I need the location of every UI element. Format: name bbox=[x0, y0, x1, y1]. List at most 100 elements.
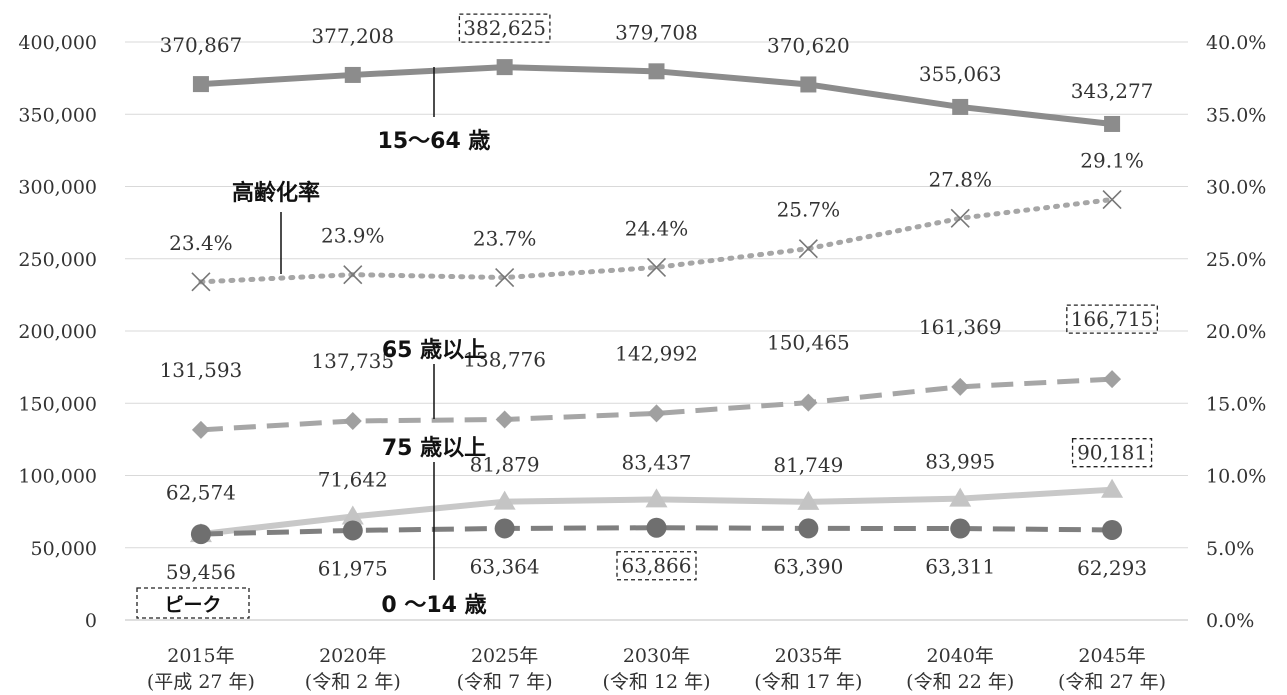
series-circle: 59,456 61,975 63,364 63,866 63,390 63,311 62,2… bbox=[166, 517, 1147, 584]
diamond-marker bbox=[191, 420, 210, 439]
data-label: 59,456 bbox=[166, 560, 236, 584]
x-tick-label: 2015年 bbox=[167, 645, 234, 667]
triangle-marker bbox=[1101, 478, 1124, 498]
x-tick-label: 2040年 bbox=[927, 645, 994, 667]
x-marker-stroke bbox=[950, 208, 970, 228]
data-label: 29.1% bbox=[1080, 149, 1144, 173]
triangle-marker bbox=[645, 488, 668, 508]
data-label: 62,574 bbox=[166, 481, 236, 505]
highlight-box bbox=[616, 551, 697, 581]
series-x: 23.4% 23.9% 23.7% 24.4% 25.7% 27.8% 29.1% bbox=[169, 149, 1144, 292]
data-label: 382,625 bbox=[463, 16, 546, 40]
series-label-75-over: 75 歳以上 bbox=[382, 436, 486, 461]
data-label: 23.9% bbox=[321, 224, 385, 248]
circle-marker bbox=[950, 518, 971, 539]
left-axis: 0 50,000 100,000 150,000 200,000 250,000 300,0… bbox=[18, 32, 97, 632]
diamond-marker bbox=[1103, 370, 1122, 389]
peak-box bbox=[136, 587, 250, 619]
right-tick-label: 20.0% bbox=[1206, 321, 1266, 343]
highlight-box bbox=[1071, 438, 1153, 468]
x-marker-stroke bbox=[191, 272, 211, 292]
circle-marker bbox=[342, 520, 363, 541]
circle-marker bbox=[798, 518, 819, 539]
triangle-marker bbox=[341, 505, 364, 525]
data-label: 83,437 bbox=[622, 450, 692, 474]
data-label: 370,620 bbox=[767, 33, 850, 57]
right-axis: 0.0% 5.0% 10.0% 15.0% 20.0% 25.0% 30.0% 35.0% 40… bbox=[1206, 32, 1266, 632]
x-tick-label: 2045年 bbox=[1078, 645, 1145, 667]
x-marker-stroke bbox=[798, 239, 818, 259]
x-tick-sublabel: (平成 27 年) bbox=[147, 671, 255, 693]
circle-marker bbox=[1102, 519, 1123, 540]
data-label: 23.7% bbox=[473, 227, 537, 251]
x-tick-label: 2030年 bbox=[623, 645, 690, 667]
diamond-marker bbox=[343, 411, 362, 430]
x-axis: 2015年 (平成 27 年) 2020年 (令和 2 年) 2025年 (令和 7 年)… bbox=[147, 645, 1166, 693]
x-marker bbox=[343, 265, 363, 285]
x-marker bbox=[1102, 189, 1122, 210]
highlight-box bbox=[1066, 304, 1158, 334]
x-tick-sublabel: (令和 22 年) bbox=[906, 671, 1014, 693]
x-marker-stroke bbox=[343, 265, 363, 285]
x-marker-stroke bbox=[495, 267, 515, 288]
x-marker bbox=[191, 272, 211, 292]
data-label: 83,995 bbox=[925, 450, 995, 474]
square-marker bbox=[496, 59, 513, 76]
data-label: 81,749 bbox=[773, 453, 843, 477]
left-tick-label: 350,000 bbox=[18, 104, 97, 126]
square-marker bbox=[648, 63, 665, 80]
data-label: 24.4% bbox=[625, 216, 689, 240]
data-label: 343,277 bbox=[1071, 79, 1154, 103]
circle-marker bbox=[646, 517, 667, 538]
circle-marker bbox=[190, 524, 211, 545]
right-tick-label: 0.0% bbox=[1206, 610, 1254, 632]
diamond-marker bbox=[495, 410, 514, 429]
data-label: 71,642 bbox=[318, 467, 388, 491]
right-tick-label: 15.0% bbox=[1206, 393, 1266, 415]
data-label: 142,992 bbox=[615, 341, 698, 365]
x-marker-stroke bbox=[1102, 189, 1122, 210]
left-tick-label: 300,000 bbox=[18, 177, 97, 199]
series-label-15-64: 15～64 歳 bbox=[378, 129, 491, 154]
highlight-box bbox=[458, 13, 551, 43]
x-tick-sublabel: (令和 12 年) bbox=[602, 671, 710, 693]
data-label: 63,866 bbox=[622, 554, 692, 578]
x-marker bbox=[950, 208, 970, 228]
data-label: 90,181 bbox=[1077, 441, 1147, 465]
right-tick-label: 40.0% bbox=[1206, 32, 1266, 54]
left-tick-label: 150,000 bbox=[18, 393, 97, 415]
data-label: 355,063 bbox=[919, 62, 1002, 86]
x-tick-sublabel: (令和 7 年) bbox=[457, 671, 553, 693]
diamond-marker bbox=[647, 404, 666, 423]
diamond-marker bbox=[951, 377, 970, 396]
triangle-marker bbox=[797, 490, 820, 510]
right-tick-label: 25.0% bbox=[1206, 249, 1266, 271]
x-tick-label: 2035年 bbox=[775, 645, 842, 667]
x-tick-label: 2025年 bbox=[471, 645, 538, 667]
series-triangle: 62,574 71,642 81,879 83,437 81,749 83,995 90,1… bbox=[166, 438, 1153, 543]
left-tick-label: 200,000 bbox=[18, 321, 97, 343]
x-marker-stroke bbox=[646, 257, 667, 277]
x-tick-sublabel: (令和 2 年) bbox=[305, 671, 401, 693]
series-label-aging-rate: 高齢化率 bbox=[232, 180, 320, 206]
data-label: 370,867 bbox=[160, 33, 243, 57]
square-marker bbox=[952, 98, 969, 115]
series-label-0-14: 0 ～14 歳 bbox=[381, 593, 486, 618]
square-marker bbox=[1104, 115, 1121, 132]
square-marker bbox=[800, 76, 817, 93]
data-label: 63,390 bbox=[773, 554, 843, 578]
x-tick-sublabel: (令和 17 年) bbox=[754, 671, 862, 693]
data-label: 150,465 bbox=[767, 331, 850, 355]
series-diamond: 131,593 137,735 138,776 142,992 150,465 161,3… bbox=[160, 304, 1158, 439]
square-marker bbox=[192, 76, 209, 93]
left-tick-label: 50,000 bbox=[31, 538, 97, 560]
data-label: 138,776 bbox=[463, 347, 546, 371]
series-layer: 370,867 377,208 382,625 379,708 370,620 355,0… bbox=[160, 13, 1158, 584]
data-label: 61,975 bbox=[318, 556, 388, 580]
right-tick-label: 30.0% bbox=[1206, 177, 1266, 199]
data-label: 166,715 bbox=[1071, 307, 1154, 331]
data-label: 23.4% bbox=[169, 231, 233, 255]
data-label: 131,593 bbox=[160, 358, 243, 382]
